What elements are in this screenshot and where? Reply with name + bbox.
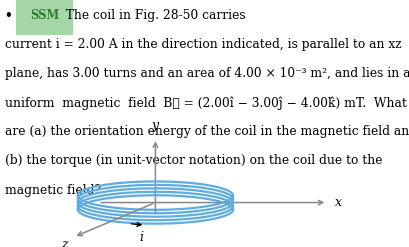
Text: x: x xyxy=(335,196,342,209)
Text: plane, has 3.00 turns and an area of 4.00 × 10⁻³ m², and lies in a: plane, has 3.00 turns and an area of 4.0… xyxy=(5,67,409,80)
Text: are (a) the orientation energy of the coil in the magnetic field and: are (a) the orientation energy of the co… xyxy=(5,125,409,138)
Text: uniform  magnetic  field  B⃗ = (2.00î − 3.00ĵ − 4.00k̂) mT.  What: uniform magnetic field B⃗ = (2.00î − 3.0… xyxy=(5,96,407,110)
Text: current i = 2.00 A in the direction indicated, is parallel to an xz: current i = 2.00 A in the direction indi… xyxy=(5,38,402,51)
Text: The coil in Fig. 28-50 carries: The coil in Fig. 28-50 carries xyxy=(58,9,246,22)
Text: (b) the torque (in unit-vector notation) on the coil due to the: (b) the torque (in unit-vector notation)… xyxy=(5,154,382,167)
Text: • 61: • 61 xyxy=(5,9,32,22)
Text: SSM: SSM xyxy=(30,9,60,22)
Text: y: y xyxy=(152,119,159,132)
Text: z: z xyxy=(61,238,67,247)
Text: magnetic field?: magnetic field? xyxy=(5,184,101,197)
Text: i: i xyxy=(139,231,143,244)
